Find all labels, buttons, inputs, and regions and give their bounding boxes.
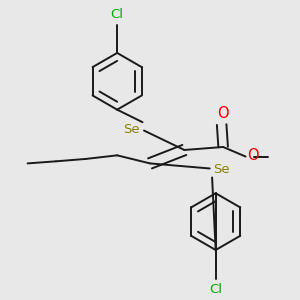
Text: Se: Se xyxy=(123,123,140,136)
Text: Cl: Cl xyxy=(209,283,222,296)
Text: Cl: Cl xyxy=(111,8,124,21)
Text: O: O xyxy=(217,106,229,121)
Text: Se: Se xyxy=(213,163,230,176)
Text: O: O xyxy=(247,148,259,163)
